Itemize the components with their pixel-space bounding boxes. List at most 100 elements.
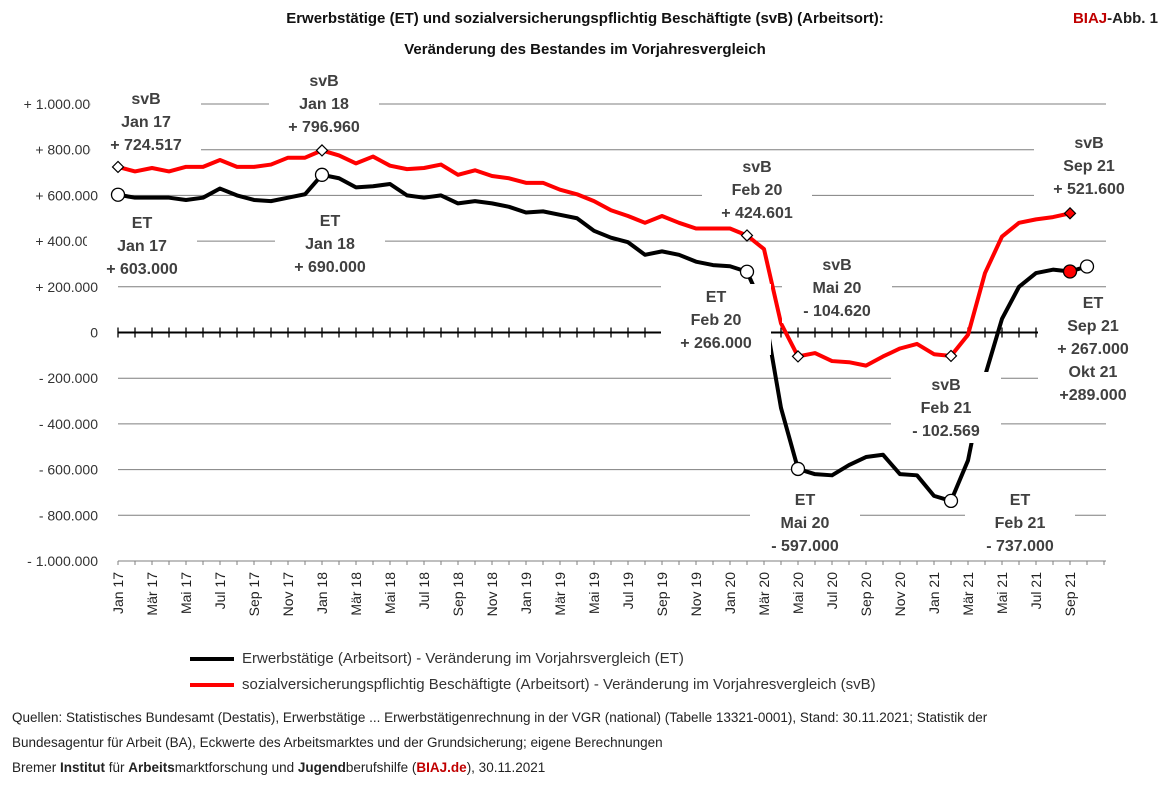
- x-tick-label-12: Jan 19: [518, 572, 534, 614]
- annotation-1-line-1: Jan 17: [117, 238, 167, 255]
- annotation-7-line-0: svB: [931, 377, 960, 394]
- src-g: berufshilfe (: [345, 760, 417, 775]
- annotation-6-line-1: Mai 20: [813, 280, 862, 297]
- marker-svb-7: [111, 160, 125, 174]
- annotation-6-line-0: svB: [822, 257, 851, 274]
- annotation-4-line-1: Feb 20: [732, 182, 783, 199]
- annotation-5-line-0: ET: [706, 289, 727, 306]
- x-tick-label-24: Jan 21: [926, 572, 942, 614]
- source-line-1: Quellen: Statistisches Bundesamt (Destat…: [12, 710, 988, 725]
- x-tick-label-21: Jul 20: [824, 572, 840, 610]
- figure-badge: BIAJ-Abb. 1: [1073, 10, 1158, 27]
- x-tick-label-23: Nov 20: [892, 572, 908, 617]
- x-tick-label-15: Jul 19: [620, 572, 636, 610]
- annotation-bg-9: [965, 487, 1075, 558]
- annotation-9-line-1: Feb 21: [995, 515, 1046, 532]
- src-b: Institut: [60, 760, 106, 775]
- marker-svb-12: [1063, 206, 1077, 220]
- series-line-svb: [116, 148, 1072, 368]
- annotation-1-line-2: + 603.000: [106, 261, 178, 278]
- marker-svb-8: [315, 144, 329, 157]
- annotation-3-line-2: + 690.000: [294, 259, 366, 276]
- marker-et-3: [790, 461, 806, 477]
- annotation-bg-5: [661, 284, 771, 355]
- legend-item-et: Erwerbstätige (Arbeitsort) - Veränderung…: [190, 650, 684, 667]
- src-link[interactable]: BIAJ.de: [416, 760, 467, 775]
- annotation-8-line-2: - 597.000: [771, 538, 839, 555]
- annotation-8-line-1: Mai 20: [781, 515, 830, 532]
- chart-title-line2: Veränderung des Bestandes im Vorjahresve…: [404, 41, 766, 58]
- legend-swatch-svb: [190, 683, 234, 688]
- x-tick-label-4: Sep 17: [246, 572, 262, 617]
- src-c: für: [105, 760, 129, 775]
- x-tick-label-27: Jul 21: [1028, 572, 1044, 610]
- x-tick-label-20: Mai 20: [790, 572, 806, 614]
- annotation-bg-10: [1034, 130, 1144, 201]
- annotation-11-line-2: + 267.000: [1057, 341, 1129, 358]
- x-tick-label-28: Sep 21: [1062, 572, 1078, 617]
- x-tick-label-11: Nov 18: [484, 572, 500, 617]
- x-tick-label-13: Mär 19: [552, 572, 568, 616]
- annotation-8-line-0: ET: [795, 492, 816, 509]
- source-line-3: Bremer Institut für Arbeitsmarktforschun…: [12, 755, 1162, 780]
- x-tick-label-8: Mai 18: [382, 572, 398, 614]
- annotation-1-line-0: ET: [132, 215, 153, 232]
- annotation-9-line-2: - 737.000: [986, 538, 1054, 555]
- annotation-0-line-0: svB: [131, 91, 160, 108]
- chart-title-line1: Erwerbstätige (ET) und sozialversicherun…: [286, 10, 884, 27]
- y-tick-label-2: + 600.000: [35, 187, 98, 203]
- y-tick-label-0: + 1.000.000: [24, 96, 99, 112]
- x-tick-label-17: Nov 19: [688, 572, 704, 617]
- annotation-bg-6: [782, 252, 892, 323]
- marker-et-4: [943, 493, 959, 509]
- marker-svb-11: [944, 349, 958, 363]
- annotation-11-line-3: Okt 21: [1069, 364, 1118, 381]
- x-tick-label-16: Sep 19: [654, 572, 670, 617]
- marker-et-5: [1062, 264, 1078, 279]
- badge-abb: -Abb. 1: [1107, 10, 1158, 27]
- x-tick-label-18: Jan 20: [722, 572, 738, 614]
- legend-label-et: Erwerbstätige (Arbeitsort) - Veränderung…: [242, 650, 684, 667]
- annotation-6-line-2: - 104.620: [803, 303, 871, 320]
- src-e: marktforschung und: [174, 760, 298, 775]
- source-line-2: Bundesagentur für Arbeit (BA), Eckwerte …: [12, 735, 663, 750]
- badge-biaj: BIAJ: [1072, 10, 1108, 27]
- x-tick-label-19: Mär 20: [756, 572, 772, 616]
- legend-item-svb: sozialversicherungspflichtig Beschäftigt…: [190, 676, 876, 693]
- annotation-4-line-2: + 424.601: [721, 205, 793, 222]
- annotation-11-line-1: Sep 21: [1067, 318, 1119, 335]
- marker-et-0: [110, 187, 126, 202]
- annotation-10-line-1: Sep 21: [1063, 158, 1115, 175]
- legend-label-svb: sozialversicherungspflichtig Beschäftigt…: [242, 676, 876, 693]
- annotation-bg-4: [702, 154, 812, 225]
- source-note: Quellen: Statistisches Bundesamt (Destat…: [12, 705, 1162, 780]
- annotation-0-line-1: Jan 17: [121, 114, 171, 131]
- x-tick-label-25: Mär 21: [960, 572, 976, 616]
- annotation-bg-3: [275, 208, 385, 279]
- annotation-10-line-0: svB: [1074, 135, 1103, 152]
- annotation-2-line-0: svB: [309, 73, 338, 90]
- marker-et-6: [1079, 259, 1095, 274]
- x-tick-label-10: Sep 18: [450, 572, 466, 617]
- marker-et-1: [314, 167, 330, 182]
- x-tick-label-5: Nov 17: [280, 572, 296, 617]
- annotation-bg-11: [1038, 290, 1148, 407]
- y-tick-label-7: - 400.000: [39, 416, 98, 432]
- line-chart: + 1.000.000 + 800.000 + 600.000 + 400.000 + …: [23, 73, 1148, 617]
- y-tick-label-8: - 600.000: [39, 462, 98, 478]
- annotation-4-line-0: svB: [742, 159, 771, 176]
- annotation-3-line-1: Jan 18: [305, 236, 355, 253]
- y-tick-label-3: + 400.000: [35, 233, 98, 249]
- annotation-5-line-2: + 266.000: [680, 335, 752, 352]
- marker-svb-10: [791, 350, 805, 363]
- y-tick-label-9: - 800.000: [39, 507, 98, 523]
- annotation-5-line-1: Feb 20: [691, 312, 742, 329]
- annotation-7-line-2: - 102.569: [912, 423, 980, 440]
- x-tick-label-7: Mär 18: [348, 572, 364, 616]
- annotation-0-line-2: + 724.517: [110, 137, 182, 154]
- x-tick-label-14: Mai 19: [586, 572, 602, 614]
- y-tick-label-5: 0: [90, 325, 98, 341]
- x-tick-label-9: Jul 18: [416, 572, 432, 610]
- y-tick-label-4: + 200.000: [35, 279, 98, 295]
- src-d: Arbeits: [128, 760, 175, 775]
